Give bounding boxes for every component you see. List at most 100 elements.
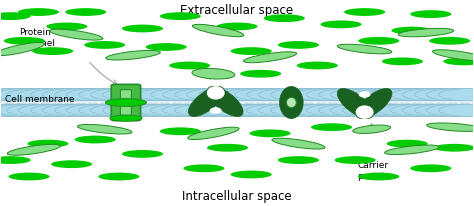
Ellipse shape xyxy=(0,105,36,117)
FancyBboxPatch shape xyxy=(246,103,248,111)
FancyBboxPatch shape xyxy=(406,103,409,111)
FancyBboxPatch shape xyxy=(282,90,284,99)
FancyBboxPatch shape xyxy=(65,90,68,99)
Ellipse shape xyxy=(160,13,201,21)
FancyBboxPatch shape xyxy=(346,103,348,111)
FancyBboxPatch shape xyxy=(466,90,469,99)
Ellipse shape xyxy=(414,89,474,101)
Ellipse shape xyxy=(18,89,83,101)
FancyBboxPatch shape xyxy=(22,90,25,99)
Ellipse shape xyxy=(343,89,408,101)
FancyBboxPatch shape xyxy=(233,103,236,111)
Ellipse shape xyxy=(106,51,160,61)
FancyBboxPatch shape xyxy=(29,103,32,111)
FancyBboxPatch shape xyxy=(262,103,264,111)
FancyBboxPatch shape xyxy=(18,90,20,99)
FancyBboxPatch shape xyxy=(329,103,332,111)
Text: Intracellular space: Intracellular space xyxy=(182,189,292,202)
FancyBboxPatch shape xyxy=(210,90,212,99)
Ellipse shape xyxy=(65,9,106,17)
FancyBboxPatch shape xyxy=(269,90,272,99)
FancyBboxPatch shape xyxy=(322,103,325,111)
FancyBboxPatch shape xyxy=(406,90,409,99)
FancyBboxPatch shape xyxy=(41,103,44,111)
Ellipse shape xyxy=(32,48,73,56)
Ellipse shape xyxy=(102,89,167,101)
FancyBboxPatch shape xyxy=(305,103,308,111)
FancyBboxPatch shape xyxy=(190,103,192,111)
Ellipse shape xyxy=(366,89,431,101)
Ellipse shape xyxy=(429,38,470,46)
FancyBboxPatch shape xyxy=(358,103,361,111)
Ellipse shape xyxy=(74,136,116,144)
Ellipse shape xyxy=(443,58,474,66)
FancyBboxPatch shape xyxy=(454,90,456,99)
FancyBboxPatch shape xyxy=(90,90,92,99)
FancyBboxPatch shape xyxy=(94,103,97,111)
FancyBboxPatch shape xyxy=(454,103,456,111)
Ellipse shape xyxy=(231,48,272,56)
Ellipse shape xyxy=(0,89,60,101)
FancyBboxPatch shape xyxy=(166,90,169,99)
Ellipse shape xyxy=(207,144,248,152)
FancyBboxPatch shape xyxy=(250,103,253,111)
FancyBboxPatch shape xyxy=(358,90,361,99)
FancyBboxPatch shape xyxy=(90,103,92,111)
Ellipse shape xyxy=(311,124,352,131)
FancyBboxPatch shape xyxy=(130,103,133,111)
Ellipse shape xyxy=(127,89,191,101)
FancyBboxPatch shape xyxy=(449,90,452,99)
FancyBboxPatch shape xyxy=(161,90,164,99)
Ellipse shape xyxy=(387,140,428,148)
FancyBboxPatch shape xyxy=(226,103,228,111)
FancyBboxPatch shape xyxy=(126,103,128,111)
FancyBboxPatch shape xyxy=(233,90,236,99)
FancyBboxPatch shape xyxy=(353,103,356,111)
Ellipse shape xyxy=(192,25,244,37)
Ellipse shape xyxy=(319,105,383,117)
Ellipse shape xyxy=(0,43,45,56)
Ellipse shape xyxy=(43,89,108,101)
Ellipse shape xyxy=(109,116,142,122)
Ellipse shape xyxy=(271,105,336,117)
FancyBboxPatch shape xyxy=(274,103,277,111)
Ellipse shape xyxy=(391,105,456,117)
FancyBboxPatch shape xyxy=(10,90,13,99)
FancyBboxPatch shape xyxy=(185,103,188,111)
FancyBboxPatch shape xyxy=(70,90,73,99)
FancyBboxPatch shape xyxy=(442,90,445,99)
Ellipse shape xyxy=(151,89,216,101)
Ellipse shape xyxy=(337,89,373,119)
FancyBboxPatch shape xyxy=(221,90,224,99)
FancyBboxPatch shape xyxy=(257,103,260,111)
Ellipse shape xyxy=(7,89,72,101)
FancyBboxPatch shape xyxy=(101,103,104,111)
Ellipse shape xyxy=(50,30,103,41)
FancyBboxPatch shape xyxy=(449,103,452,111)
FancyBboxPatch shape xyxy=(341,103,344,111)
Ellipse shape xyxy=(231,171,272,179)
FancyBboxPatch shape xyxy=(286,103,289,111)
Ellipse shape xyxy=(337,45,392,55)
Ellipse shape xyxy=(402,105,467,117)
Ellipse shape xyxy=(353,125,391,134)
FancyBboxPatch shape xyxy=(210,103,212,111)
Ellipse shape xyxy=(384,145,439,155)
FancyBboxPatch shape xyxy=(305,90,308,99)
FancyBboxPatch shape xyxy=(10,103,13,111)
FancyBboxPatch shape xyxy=(82,103,85,111)
FancyBboxPatch shape xyxy=(142,90,145,99)
FancyBboxPatch shape xyxy=(137,90,140,99)
Ellipse shape xyxy=(91,105,155,117)
Ellipse shape xyxy=(55,89,119,101)
FancyBboxPatch shape xyxy=(111,85,141,121)
Ellipse shape xyxy=(46,23,87,31)
FancyBboxPatch shape xyxy=(418,90,420,99)
Ellipse shape xyxy=(91,89,155,101)
Ellipse shape xyxy=(160,128,201,136)
FancyBboxPatch shape xyxy=(77,90,80,99)
Ellipse shape xyxy=(18,105,83,117)
FancyBboxPatch shape xyxy=(113,103,116,111)
Ellipse shape xyxy=(258,105,323,117)
Ellipse shape xyxy=(79,105,144,117)
